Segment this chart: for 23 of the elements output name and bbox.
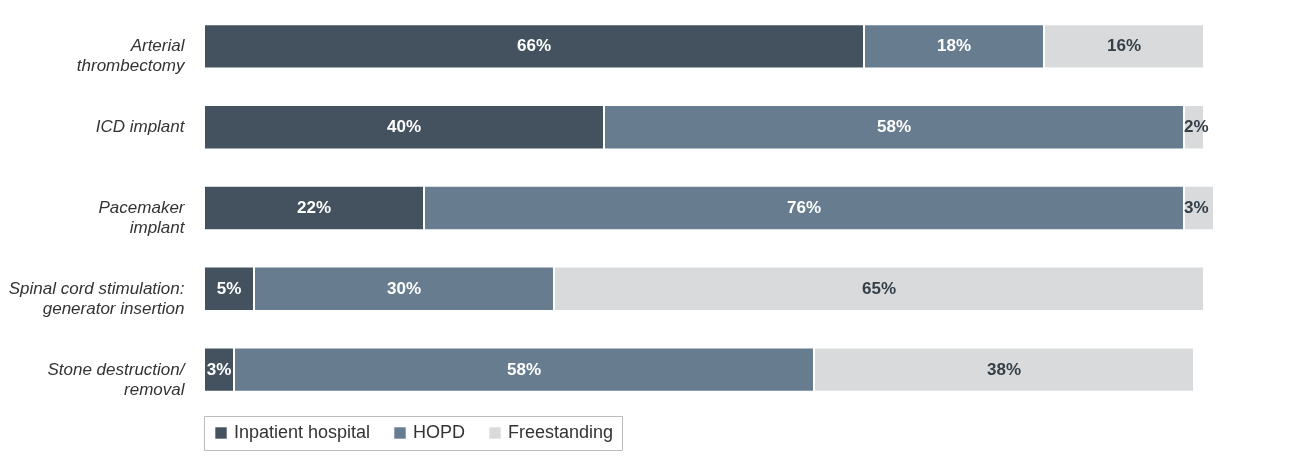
- data-label: 40%: [386, 117, 422, 137]
- data-label: 58%: [506, 359, 542, 379]
- data-label: 22%: [296, 198, 332, 217]
- data-label: 76%: [786, 198, 822, 217]
- y-tick-label: Arterial thrombectomy: [76, 36, 186, 76]
- y-tick-label: ICD implant: [95, 117, 186, 137]
- data-label: 16%: [1106, 36, 1142, 56]
- data-label: 18%: [936, 36, 972, 56]
- y-tick-label: Spinal cord stimulation: generator insertion: [8, 278, 185, 318]
- legend-label: HOPD: [413, 422, 466, 442]
- data-label: 38%: [986, 359, 1022, 379]
- data-label: 66%: [516, 36, 552, 56]
- data-label: 58%: [876, 117, 912, 137]
- data-label: 30%: [386, 278, 422, 298]
- y-tick-label: Pacemaker implant: [98, 198, 186, 237]
- data-label: 3%: [206, 359, 232, 379]
- data-label: 2%: [1184, 117, 1209, 137]
- legend-label: Freestanding: [508, 422, 614, 442]
- data-label: 65%: [861, 278, 897, 298]
- y-tick-label: Stone destruction/removal: [47, 359, 187, 399]
- data-label: 3%: [1184, 198, 1209, 217]
- legend-label: Inpatient hospital: [234, 422, 371, 442]
- data-label: 5%: [216, 278, 242, 298]
